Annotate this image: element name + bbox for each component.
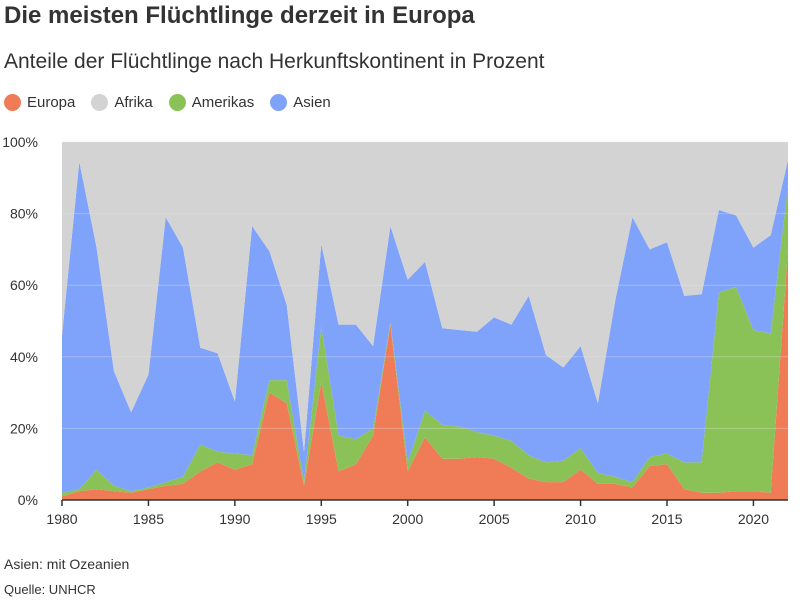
stacked-areas: [62, 142, 788, 500]
footnote: Asien: mit Ozeanien: [4, 556, 130, 572]
legend: Europa Afrika Amerikas Asien: [4, 94, 347, 111]
legend-item-afrika: Afrika: [91, 94, 153, 111]
legend-label-europa: Europa: [27, 94, 76, 111]
x-tick-label: 1980: [46, 511, 77, 527]
y-tick-label: 0%: [18, 492, 38, 508]
x-tick-label: 2010: [565, 511, 596, 527]
legend-label-asien: Asien: [293, 94, 331, 111]
x-tick-label: 1995: [306, 511, 337, 527]
x-tick-label: 2015: [651, 511, 682, 527]
chart-subtitle: Anteile der Flüchtlinge nach Herkunftsko…: [4, 50, 545, 73]
x-tick-label: 1990: [219, 511, 250, 527]
x-tick-label: 2005: [479, 511, 510, 527]
y-axis: 0% 20% 40% 60% 80% 100%: [2, 134, 38, 508]
legend-swatch-asien: [270, 94, 288, 111]
legend-item-asien: Asien: [270, 94, 331, 111]
y-tick-label: 20%: [10, 420, 38, 436]
legend-swatch-amerikas: [168, 94, 186, 111]
y-tick-label: 40%: [10, 349, 38, 365]
legend-swatch-europa: [4, 94, 21, 111]
area-chart: 0% 20% 40% 60% 80% 100% 1980 1985 1990 1995 2000 2…: [2, 134, 788, 527]
x-tick-label: 1985: [133, 511, 164, 527]
area-europa: [62, 249, 788, 500]
y-tick-label: 100%: [2, 134, 38, 150]
gridlines: [62, 141, 788, 429]
chart-title: Die meisten Flüchtlinge derzeit in Europ…: [4, 2, 475, 29]
legend-label-amerikas: Amerikas: [191, 94, 255, 111]
y-tick-label: 80%: [10, 206, 38, 222]
x-tick-label: 2000: [392, 511, 423, 527]
x-tick-label: 2020: [738, 511, 769, 527]
legend-item-amerikas: Amerikas: [168, 94, 255, 111]
x-axis: 1980 1985 1990 1995 2000 2005 2010 2015 2020: [46, 499, 788, 527]
area-afrika: [62, 142, 788, 452]
legend-item-europa: Europa: [4, 94, 75, 111]
legend-swatch-afrika: [91, 94, 109, 111]
area-asien: [62, 159, 788, 493]
source-note: Quelle: UNHCR: [4, 582, 96, 597]
area-amerikas: [62, 185, 788, 497]
y-tick-label: 60%: [10, 277, 38, 293]
legend-label-afrika: Afrika: [114, 94, 153, 111]
